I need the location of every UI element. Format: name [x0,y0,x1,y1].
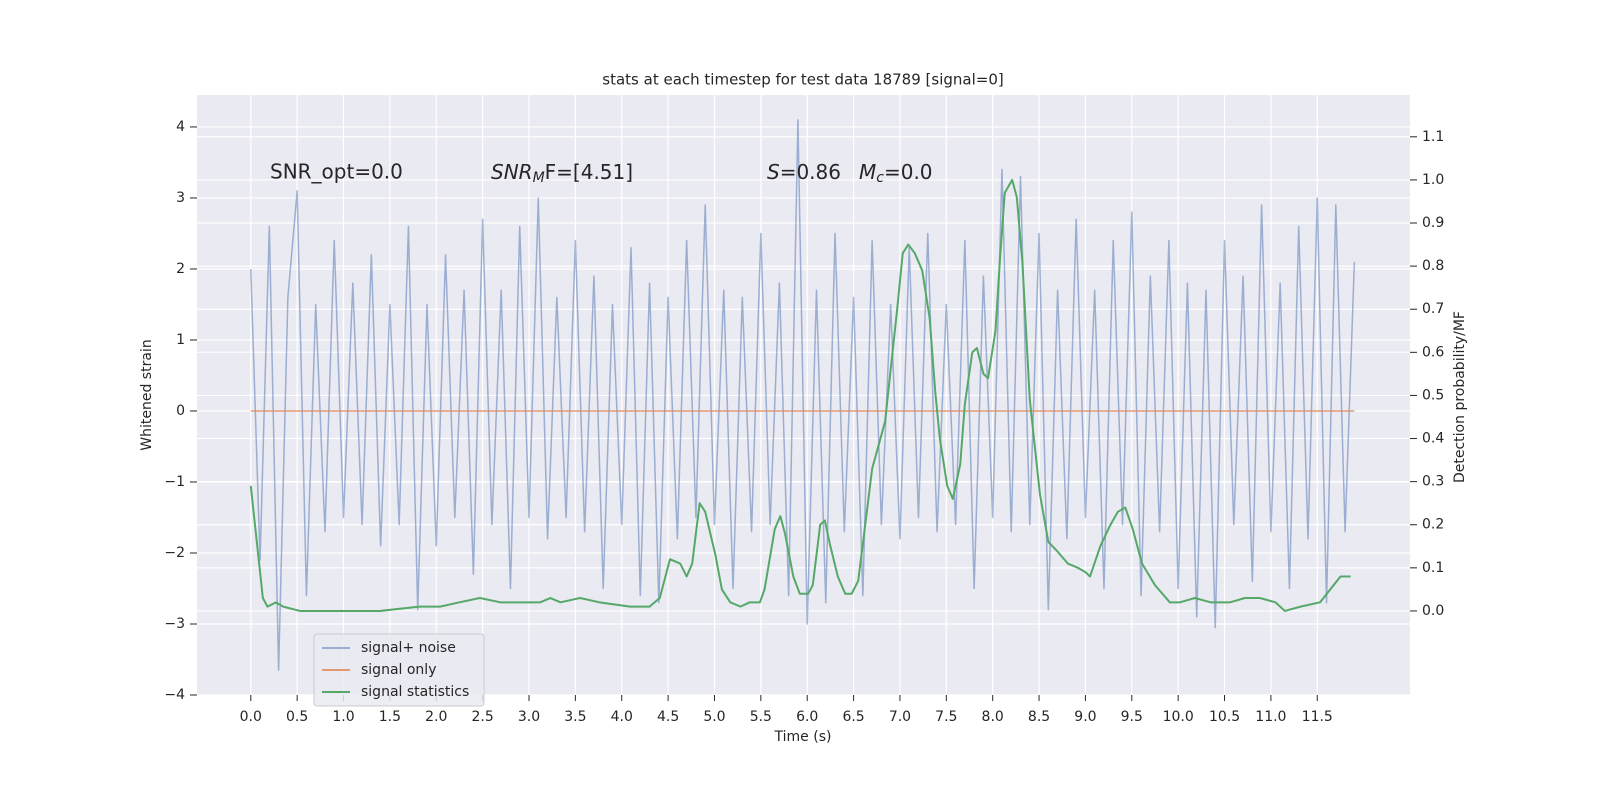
x-tick-label: 2.0 [425,709,447,725]
x-tick-label: 1.0 [332,709,354,725]
x-tick-label: 11.5 [1302,709,1333,725]
x-axis-label: Time (s) [774,729,832,745]
y2-tick-label: 0.7 [1422,301,1444,317]
y-tick-label: 1 [176,332,185,348]
annotation: SNRMF=[4.51] [491,160,633,187]
y-tick-label: 3 [176,190,185,206]
chart-title: stats at each timestep for test data 187… [602,71,1003,89]
marks [249,119,1356,671]
y-tick-label: −3 [164,616,185,632]
y2-tick-label: 0.4 [1422,431,1444,447]
y-tick-label: −2 [164,545,185,561]
x-tick-label: 3.0 [518,709,540,725]
y-tick-label: 2 [176,261,185,277]
x-tick-label: 8.5 [1028,709,1050,725]
y2-axis-label: Detection probability/MF [1452,311,1468,483]
x-tick-label: 3.5 [564,709,586,725]
y2-tick-label: 0.2 [1422,517,1444,533]
legend-label: signal only [361,662,436,678]
y2-tick-label: 0.5 [1422,387,1444,403]
x-tick-label: 2.5 [471,709,493,725]
legend-box [313,633,485,707]
legend: signal+ noise signal only signal statistic… [313,633,485,707]
y2-tick-label: 0.1 [1422,560,1444,576]
annotation-subscript: M [533,170,545,186]
y2-tick-label: 0.6 [1422,344,1444,360]
x-tick-label: 6.5 [842,709,864,725]
y2-tick-label: 1.1 [1422,129,1444,145]
legend-label: signal+ noise [361,640,456,656]
y-tick-label: 4 [176,119,185,135]
x-tick-label: 6.0 [796,709,818,725]
x-tick-label: 0.0 [240,709,262,725]
annotation: S=0.86 [767,160,841,184]
x-tick-label: 4.5 [657,709,679,725]
y2-tick-label: 0.0 [1422,603,1444,619]
series-line [250,119,1356,671]
annotation-symbol: S [767,160,780,184]
x-tick-label: 4.0 [611,709,633,725]
legend-label: signal statistics [361,684,469,700]
x-tick-label: 5.0 [703,709,725,725]
annotation-text: =0.86 [780,160,841,184]
x-tick-label: 8.0 [982,709,1004,725]
annotation-text: =0.0 [884,160,933,184]
annotation-subscript: c [876,170,884,186]
y2-tick-label: 0.8 [1422,258,1444,274]
x-tick-label: 10.0 [1163,709,1194,725]
y-axis-label: Whitened strain [139,339,155,450]
annotation: Mc=0.0 [859,160,933,187]
y2-tick-label: 0.9 [1422,215,1444,231]
y2-tick-label: 1.0 [1422,172,1444,188]
y-tick-label: −4 [164,687,185,703]
series-line [249,178,1351,612]
annotation-text: F=[4.51] [545,160,633,184]
x-tick-label: 7.0 [889,709,911,725]
x-tick-label: 10.5 [1209,709,1240,725]
y-tick-label: 0 [176,403,185,419]
x-tick-label: 5.5 [750,709,772,725]
x-tick-label: 11.0 [1255,709,1286,725]
y-tick-label: −1 [164,474,185,490]
x-tick-label: 0.5 [286,709,308,725]
annotation-symbol: SNR [491,160,533,184]
x-tick-label: 9.0 [1074,709,1096,725]
x-tick-label: 1.5 [379,709,401,725]
annotation-symbol: M [859,160,876,184]
x-tick-label: 9.5 [1121,709,1143,725]
grid [197,95,1410,696]
x-tick-label: 7.5 [935,709,957,725]
annotation: SNR_opt=0.0 [270,160,403,184]
y2-tick-label: 0.3 [1422,474,1444,490]
axes: 0.0 0.5 1.0 1.5 2.0 2.5 3.0 3.5 4.0 4.5 5.0 5.5 6.0 6… [164,119,1444,725]
